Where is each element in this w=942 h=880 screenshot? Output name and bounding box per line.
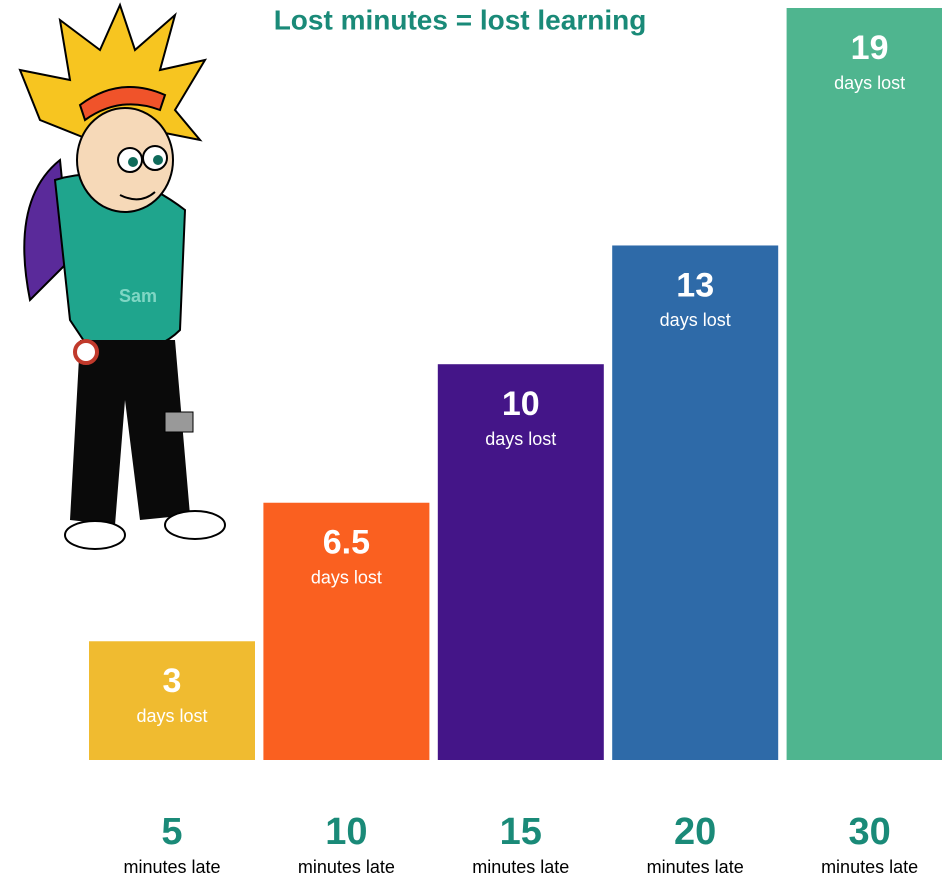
x-tick-label: 30 (848, 811, 890, 853)
chart-title: Lost minutes = lost learning (274, 4, 647, 35)
value-unit: days lost (311, 567, 382, 587)
page: Lost minutes = lost learning Sam 3 days l… (0, 0, 942, 880)
x-tick-label: 15 (500, 811, 542, 853)
chart: Lost minutes = lost learning Sam 3 days l… (0, 0, 942, 880)
value-unit: days lost (136, 706, 207, 726)
value-label: 10 (502, 385, 540, 423)
value-label: 6.5 (323, 524, 370, 562)
value-unit: days lost (660, 310, 731, 330)
bar (787, 8, 942, 760)
x-tick-label: 10 (325, 811, 367, 853)
x-tick-label: 20 (674, 811, 716, 853)
bar (89, 641, 255, 760)
value-label: 3 (163, 662, 182, 700)
character-label: Sam (119, 286, 157, 306)
bar (438, 364, 604, 760)
category-unit: minutes late (472, 857, 569, 877)
value-unit: days lost (834, 73, 905, 93)
value-label: 13 (676, 266, 714, 304)
category-unit: minutes late (821, 857, 918, 877)
value-label: 19 (851, 29, 889, 67)
value-unit: days lost (485, 429, 556, 449)
category-unit: minutes late (298, 857, 395, 877)
category-unit: minutes late (647, 857, 744, 877)
x-tick-label: 5 (161, 811, 182, 853)
category-unit: minutes late (123, 857, 220, 877)
character-illustration (20, 5, 225, 549)
